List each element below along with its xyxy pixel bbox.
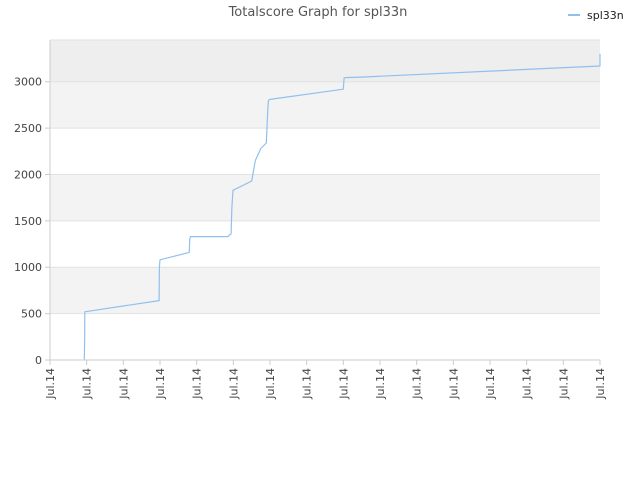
- plot-bands: [50, 40, 600, 360]
- x-tick-label: Jul.14: [44, 368, 57, 400]
- x-tick-label: Jul.14: [594, 368, 607, 400]
- x-tick-label: Jul.14: [374, 368, 387, 400]
- x-tick-label: Jul.14: [227, 368, 240, 400]
- plot-band: [50, 267, 600, 314]
- y-tick-label: 2500: [14, 122, 42, 135]
- x-tick-label: Jul.14: [81, 368, 94, 400]
- legend: spl33n: [568, 9, 624, 22]
- chart-title: Totalscore Graph for spl33n: [228, 5, 408, 20]
- plot-band: [50, 220, 600, 268]
- x-tick-label: Jul.14: [484, 368, 497, 400]
- legend-label-spl33n: spl33n: [587, 9, 624, 22]
- x-tick-label: Jul.14: [411, 368, 424, 400]
- plot-band: [50, 40, 600, 82]
- grid-lines: [50, 39, 600, 361]
- y-tick-label: 500: [21, 308, 42, 321]
- y-tick-label: 1500: [14, 215, 42, 228]
- x-tick-label: Jul.14: [557, 368, 570, 400]
- axes: [49, 40, 600, 361]
- x-tick-label: Jul.14: [117, 368, 130, 400]
- plot-band: [50, 174, 600, 221]
- x-tick-label: Jul.14: [337, 368, 350, 400]
- x-tick-label: Jul.14: [154, 368, 167, 400]
- plot-band: [50, 128, 600, 175]
- series-line-spl33n: [83, 53, 601, 361]
- y-tick-label: 2000: [14, 168, 42, 181]
- plot-band: [50, 81, 600, 129]
- y-tick-label: 0: [35, 354, 42, 367]
- x-tick-label: Jul.14: [301, 368, 314, 400]
- y-tick-labels: 0 500 1000 1500 2000 2500 3000: [14, 76, 50, 367]
- x-tick-label: Jul.14: [447, 368, 460, 400]
- x-tick-label: Jul.14: [191, 368, 204, 400]
- plot-band: [50, 313, 600, 360]
- x-tick-label: Jul.14: [264, 368, 277, 400]
- x-tick-labels: Jul.14 Jul.14 Jul.14 Jul.14 Jul.14 Jul.14 Jul.…: [44, 360, 607, 400]
- y-tick-label: 3000: [14, 76, 42, 89]
- series-layer: [83, 53, 601, 361]
- y-tick-label: 1000: [14, 261, 42, 274]
- x-tick-label: Jul.14: [521, 368, 534, 400]
